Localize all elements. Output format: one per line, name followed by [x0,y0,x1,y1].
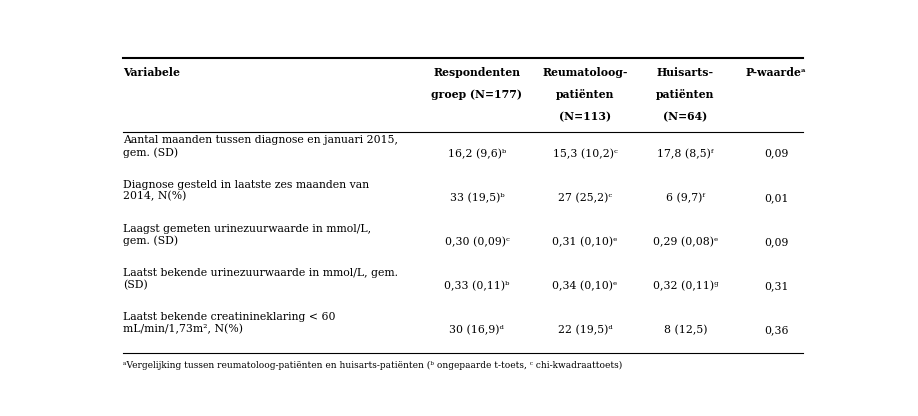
Text: 0,01: 0,01 [764,193,789,203]
Text: Reumatoloog-: Reumatoloog- [543,67,628,78]
Text: patiënten: patiënten [656,89,714,100]
Text: ᵃVergelijking tussen reumatoloog-patiënten en huisarts-patiënten (ᵇ ongepaarde t: ᵃVergelijking tussen reumatoloog-patiënt… [123,361,622,370]
Text: 30 (16,9)ᵈ: 30 (16,9)ᵈ [450,325,504,336]
Text: Laatst bekende urinezuurwaarde in mmol/L, gem.
(SD): Laatst bekende urinezuurwaarde in mmol/L… [123,268,398,290]
Text: Variabele: Variabele [123,67,180,78]
Text: Laagst gemeten urinezuurwaarde in mmol/L,
gem. (SD): Laagst gemeten urinezuurwaarde in mmol/L… [123,224,372,246]
Text: Laatst bekende creatinineklaring < 60
mL/min/1,73m², N(%): Laatst bekende creatinineklaring < 60 mL… [123,312,336,334]
Text: 0,09: 0,09 [764,149,789,158]
Text: 0,33 (0,11)ᵇ: 0,33 (0,11)ᵇ [444,281,509,292]
Text: 27 (25,2)ᶜ: 27 (25,2)ᶜ [558,193,612,203]
Text: Aantal maanden tussen diagnose en januari 2015,
gem. (SD): Aantal maanden tussen diagnose en januar… [123,136,398,158]
Text: 33 (19,5)ᵇ: 33 (19,5)ᵇ [450,193,504,203]
Text: 22 (19,5)ᵈ: 22 (19,5)ᵈ [557,325,612,336]
Text: 0,32 (0,11)ᵍ: 0,32 (0,11)ᵍ [653,281,718,292]
Text: 16,2 (9,6)ᵇ: 16,2 (9,6)ᵇ [448,149,506,159]
Text: 0,36: 0,36 [764,326,789,336]
Text: 17,8 (8,5)ᶠ: 17,8 (8,5)ᶠ [657,149,713,159]
Text: 15,3 (10,2)ᶜ: 15,3 (10,2)ᶜ [553,149,618,159]
Text: P-waardeᵃ: P-waardeᵃ [745,67,807,78]
Text: (N=113): (N=113) [559,111,611,123]
Text: Huisarts-: Huisarts- [656,67,714,78]
Text: Diagnose gesteld in laatste zes maanden van
2014, N(%): Diagnose gesteld in laatste zes maanden … [123,180,369,202]
Text: groep (N=177): groep (N=177) [431,89,522,100]
Text: (N=64): (N=64) [663,111,708,123]
Text: 0,30 (0,09)ᶜ: 0,30 (0,09)ᶜ [444,237,509,247]
Text: Respondenten: Respondenten [433,67,521,78]
Text: patiënten: patiënten [555,89,614,100]
Text: 0,31: 0,31 [764,281,789,291]
Text: 6 (9,7)ᶠ: 6 (9,7)ᶠ [666,193,705,203]
Text: 0,29 (0,08)ᵉ: 0,29 (0,08)ᵉ [653,237,718,247]
Text: 0,09: 0,09 [764,237,789,247]
Text: 8 (12,5): 8 (12,5) [664,325,707,336]
Text: 0,31 (0,10)ᵉ: 0,31 (0,10)ᵉ [553,237,618,247]
Text: 0,34 (0,10)ᵉ: 0,34 (0,10)ᵉ [553,281,618,292]
